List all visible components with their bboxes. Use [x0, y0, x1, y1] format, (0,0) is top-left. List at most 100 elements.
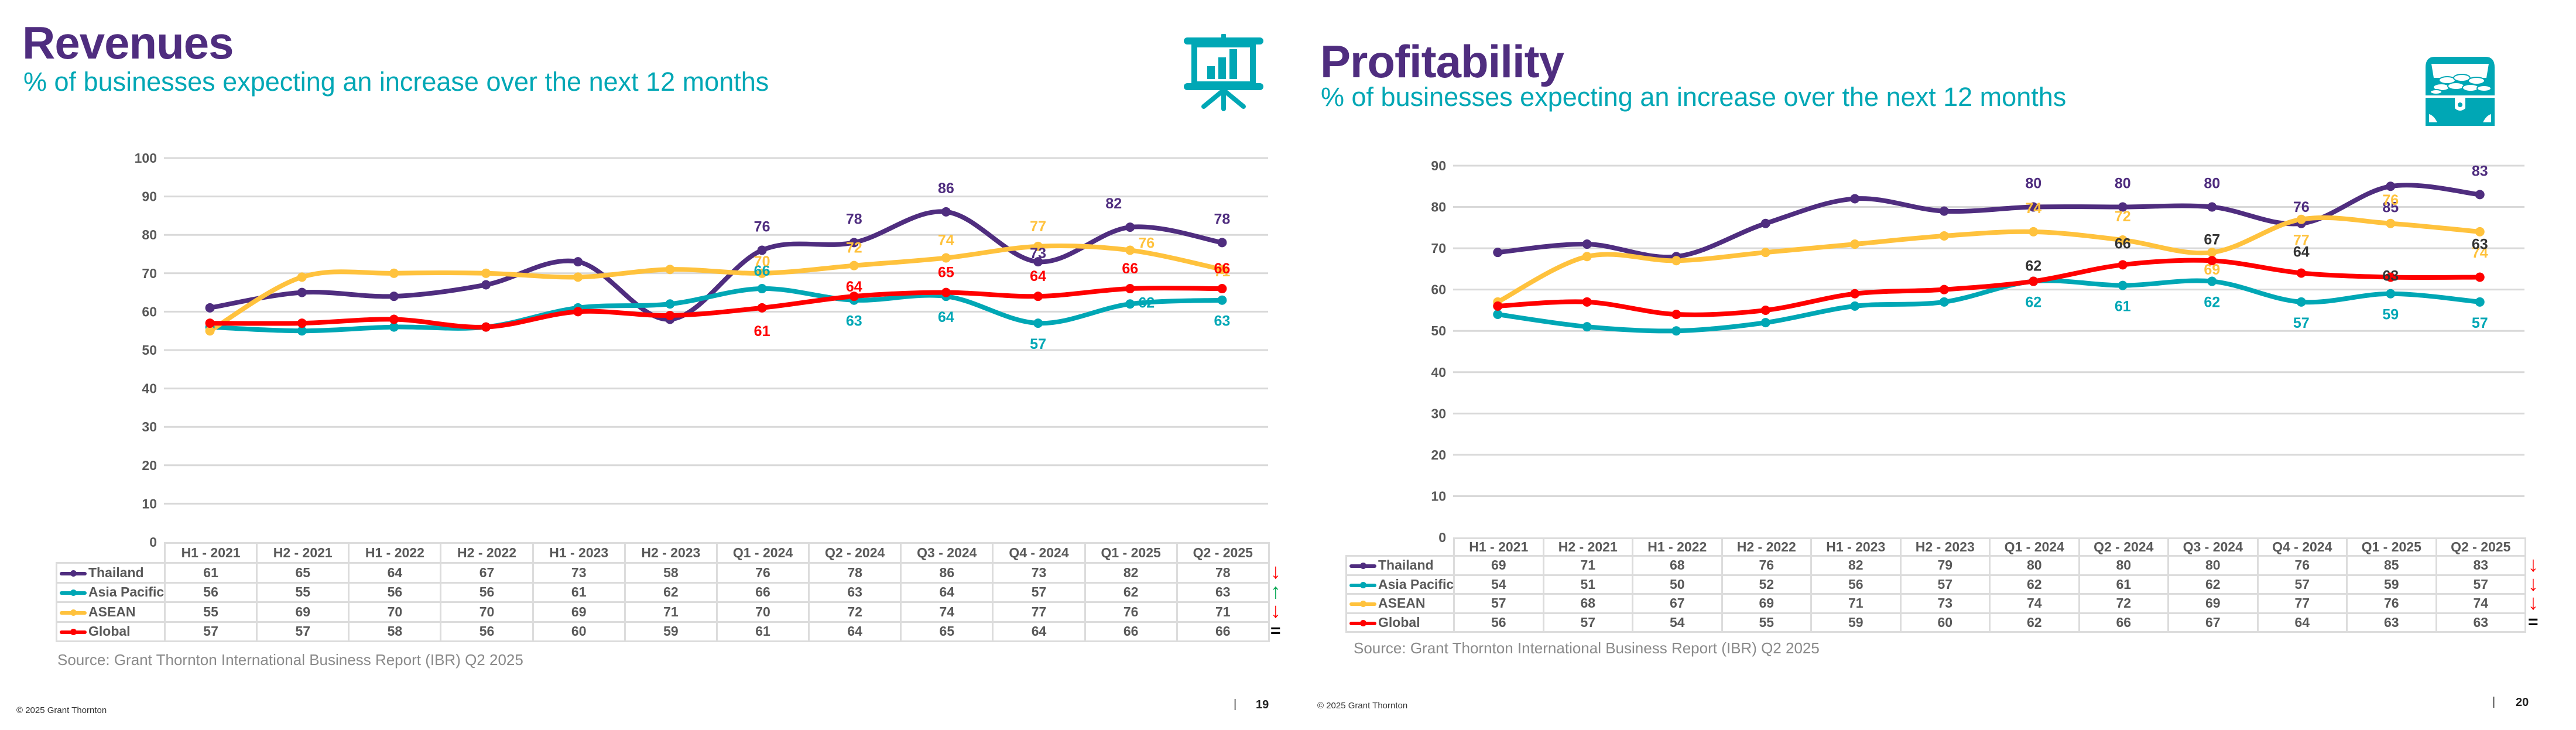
data-label: 66: [2115, 235, 2131, 252]
data-point: [481, 268, 491, 278]
table-cell: 62: [2167, 574, 2259, 595]
equal-icon: =: [1270, 621, 1281, 640]
table-cell: 66: [2078, 612, 2169, 633]
data-point: [757, 268, 767, 278]
data-point: [2386, 289, 2396, 299]
data-point: [1217, 295, 1227, 305]
page-title: Revenues: [22, 17, 234, 68]
data-label: 63: [846, 313, 862, 330]
data-point: [1493, 248, 1503, 258]
table-cell: 76: [2346, 593, 2437, 614]
data-point: [1760, 218, 1770, 228]
data-label: 82: [1105, 196, 1122, 212]
legend-marker-icon: [1349, 581, 1376, 588]
data-label: 78: [1214, 211, 1231, 227]
data-point: [297, 326, 307, 336]
data-point: [2029, 276, 2039, 286]
y-tick-label: 10: [142, 496, 157, 511]
data-point: [1033, 318, 1043, 328]
table-cell: 74: [1989, 593, 2080, 614]
table-cell: 60: [532, 621, 626, 642]
data-point: [2386, 218, 2396, 228]
data-point: [1033, 241, 1043, 251]
data-label: 86: [938, 180, 954, 197]
table-cell: 52: [1721, 574, 1812, 595]
data-point: [2296, 268, 2306, 278]
table-cell: 73: [992, 562, 1086, 584]
page-subtitle: % of businesses expecting an increase ov…: [23, 67, 769, 97]
data-point: [1582, 322, 1592, 332]
x-category-label: Q3 - 2024: [900, 542, 994, 564]
y-tick-label: 50: [142, 342, 157, 358]
data-point: [297, 318, 307, 328]
page-subtitle: % of businesses expecting an increase ov…: [1321, 82, 2067, 112]
x-category-label: H1 - 2023: [1810, 537, 1902, 557]
data-point: [389, 292, 399, 301]
table-cell: 67: [2167, 612, 2259, 633]
table-cell: 65: [900, 621, 994, 642]
copyright: © 2025 Grant Thornton: [16, 705, 107, 715]
data-point: [1582, 252, 1592, 262]
presentation-chart-icon: [1184, 34, 1263, 111]
data-label: 80: [2204, 176, 2220, 192]
y-tick-label: 20: [1431, 447, 1446, 462]
data-label: 74: [2025, 200, 2041, 217]
data-point: [2207, 256, 2217, 266]
data-point: [205, 318, 215, 328]
table-cell: 82: [1084, 562, 1178, 584]
data-point: [2475, 190, 2485, 200]
data-point: [2207, 202, 2217, 212]
legend-entry: Global: [56, 621, 166, 642]
table-row: Global 56 57 54 55 59 60 62 66 67 64 63 63: [1345, 612, 2526, 633]
table-cell: 58: [624, 562, 718, 584]
data-point: [2475, 227, 2485, 237]
y-tick-label: 60: [142, 304, 157, 319]
data-point: [573, 307, 583, 317]
data-point: [2475, 272, 2485, 282]
data-point: [1671, 326, 1681, 336]
table-row: Thailand 61 65 64 67 73 58 76 78 86 73 82 78: [56, 562, 1270, 584]
table-cell: 54: [1453, 574, 1544, 595]
table-cell: 65: [256, 562, 350, 584]
data-point: [297, 272, 307, 282]
table-cell: 68: [1632, 555, 1723, 576]
data-point: [2207, 276, 2217, 286]
table-cell: 76: [1721, 555, 1812, 576]
x-category-label: Q1 - 2024: [715, 542, 810, 564]
arrow-up-icon: ↑: [1270, 578, 1281, 603]
data-point: [665, 265, 675, 275]
table-cell: 70: [715, 601, 810, 623]
page-number: 20: [2516, 696, 2529, 709]
data-label: 74: [938, 232, 954, 249]
page-number: 19: [1256, 698, 1269, 711]
data-point: [389, 322, 399, 332]
data-label: 57: [1030, 336, 1046, 352]
data-label: 65: [938, 265, 954, 281]
source-note: Source: Grant Thornton International Bus…: [1354, 639, 1820, 657]
x-category-label: Q2 - 2025: [2435, 537, 2526, 557]
series-line-global: [1495, 258, 2482, 317]
data-point: [1493, 301, 1503, 311]
data-label: 70: [754, 253, 770, 270]
data-point: [1850, 239, 1860, 249]
x-category-label: H2 - 2021: [1542, 537, 1633, 557]
y-tick-label: 100: [135, 150, 157, 166]
table-cell: 61: [532, 581, 626, 603]
table-cell: 76: [715, 562, 810, 584]
table-cell: 70: [440, 601, 534, 623]
page-title: Profitability: [1320, 36, 1564, 87]
data-point: [2475, 297, 2485, 307]
copyright: © 2025 Grant Thornton: [1317, 701, 1408, 711]
data-point: [2118, 235, 2128, 245]
table-cell: 56: [440, 581, 534, 603]
table-cell: 78: [808, 562, 902, 584]
legend-label: Asia Pacific: [88, 584, 165, 600]
data-label: 85: [2382, 199, 2399, 215]
x-category-label: H2 - 2021: [256, 542, 350, 564]
data-point: [1760, 248, 1770, 258]
data-label: 61: [2115, 299, 2131, 315]
table-cell: 74: [2435, 593, 2526, 614]
legend-entry: ASEAN: [56, 601, 166, 623]
data-point: [1582, 297, 1592, 307]
series-line-global: [207, 286, 1225, 330]
